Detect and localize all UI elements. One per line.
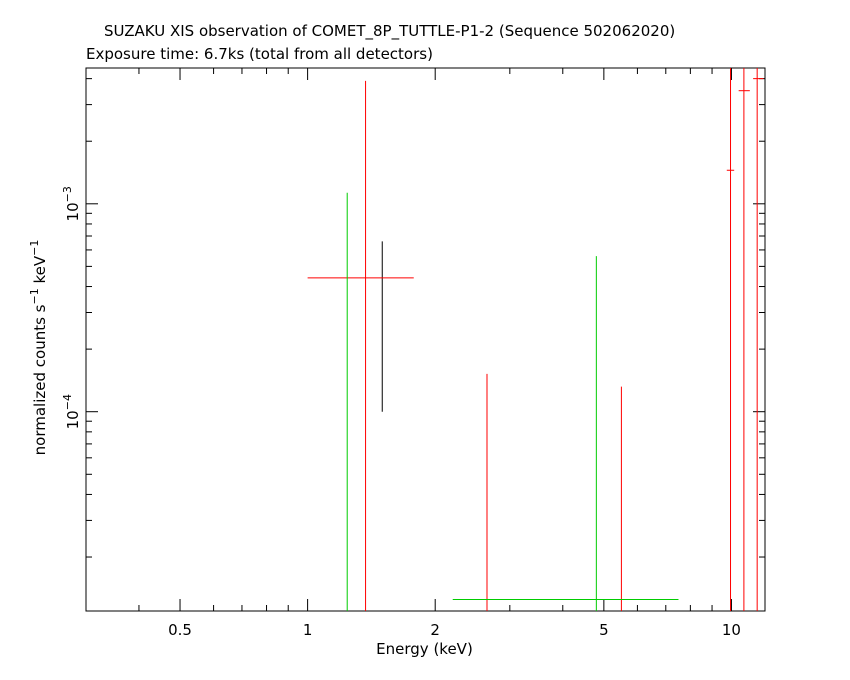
chart-title: SUZAKU XIS observation of COMET_8P_TUTTL… <box>104 22 676 40</box>
data-point <box>726 68 735 611</box>
data-point <box>307 80 414 611</box>
x-tick-label: 0.5 <box>168 621 192 639</box>
svg-text:10−3: 10−3 <box>61 186 82 221</box>
chart-subtitle: Exposure time: 6.7ks (total from all det… <box>86 45 433 63</box>
data-point <box>738 68 750 611</box>
plot-frame <box>85 67 766 612</box>
x-axis-label: Energy (keV) <box>376 640 473 658</box>
data-point <box>753 68 764 611</box>
y-tick-label: 10−4 <box>61 394 82 429</box>
x-tick-label: 2 <box>430 621 440 639</box>
x-tick-label: 5 <box>599 621 609 639</box>
y-axis-label: normalized counts s−1 keV−1 <box>28 240 49 456</box>
svg-text:10−4: 10−4 <box>61 394 82 429</box>
x-tick-label: 10 <box>722 621 741 639</box>
x-tick-label: 1 <box>303 621 313 639</box>
y-tick-label: 10−3 <box>61 186 82 221</box>
svg-text:normalized counts s−1 keV−1: normalized counts s−1 keV−1 <box>28 240 49 456</box>
data-point <box>452 256 679 611</box>
